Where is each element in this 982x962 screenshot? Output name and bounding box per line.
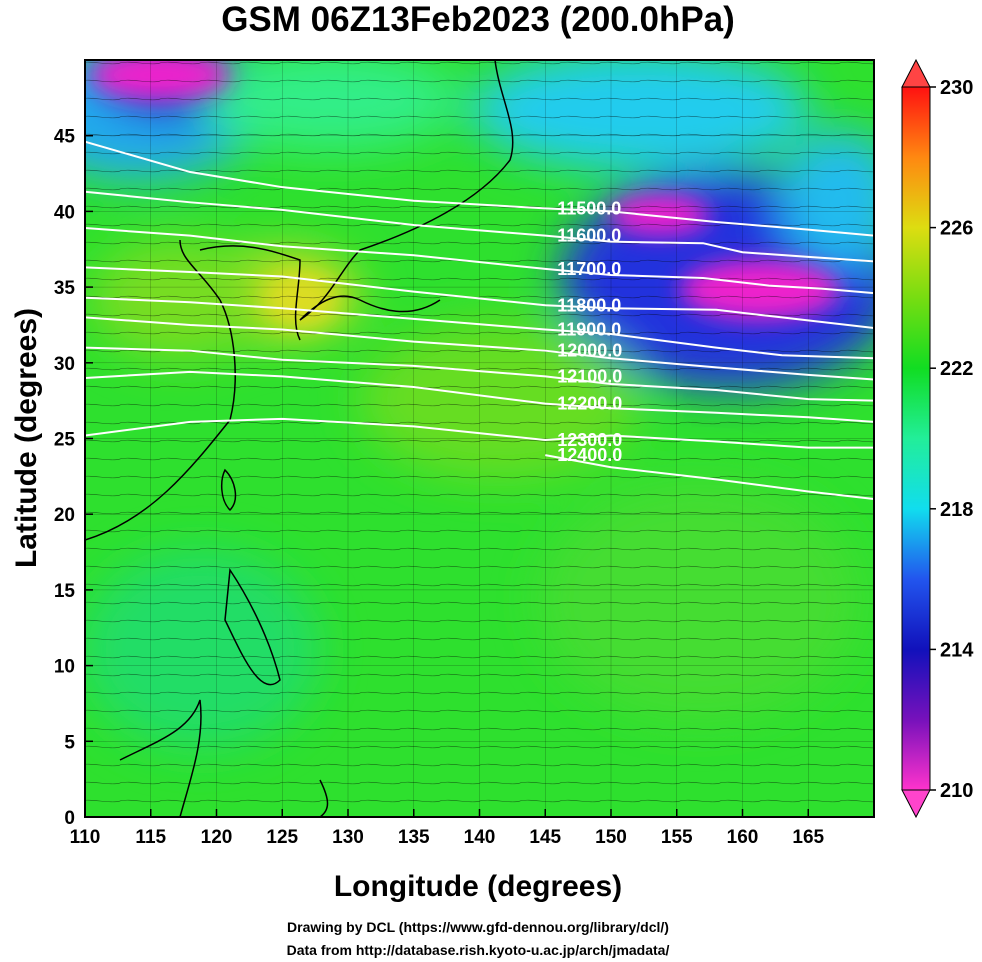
contour-line [85, 417, 874, 449]
x-tick-label: 165 [792, 827, 824, 848]
y-axis-ticks: 0 5 10 15 20 25 30 35 40 45 [54, 127, 93, 829]
credit-line-1: Drawing by DCL (https://www.gfd-dennou.o… [287, 919, 669, 935]
y-tick-label: 30 [54, 354, 75, 375]
colorbar-scale [901, 86, 931, 791]
x-tick-label: 135 [398, 827, 430, 848]
coastline [85, 60, 514, 817]
colorbar-label: 230 [940, 77, 973, 99]
y-tick-label: 25 [54, 430, 76, 451]
y-tick-label: 5 [64, 732, 75, 753]
contour-label: 11800.0 [557, 295, 621, 315]
temperature-field [85, 60, 874, 817]
graticule [85, 60, 874, 817]
map-plot: 11500.011600.011700.011800.011900.012000… [54, 59, 875, 848]
contour-line [85, 346, 874, 402]
colorbar-label: 210 [940, 780, 973, 802]
contour-label: 12000.0 [557, 341, 622, 361]
colorbar-over-arrow [901, 58, 931, 88]
newguinea-coast [319, 779, 329, 817]
contour-label: 11900.0 [557, 319, 621, 339]
contour-label: 11600.0 [557, 226, 621, 246]
korea-coast [199, 245, 301, 341]
contour-label: 12300.0 [557, 430, 622, 450]
y-tick-label: 10 [54, 657, 75, 678]
contour-label: 12100.0 [557, 366, 622, 386]
contour-line [85, 316, 874, 381]
contour-line [85, 140, 874, 237]
y-tick-label: 40 [54, 202, 75, 223]
china-coast [85, 239, 236, 541]
colorbar-label: 214 [940, 639, 974, 661]
x-tick-label: 130 [332, 827, 364, 848]
y-tick-label: 45 [54, 127, 76, 148]
x-axis-label: Longitude (degrees) [334, 870, 622, 903]
height-contours [85, 140, 874, 501]
x-tick-label: 125 [266, 827, 298, 848]
contour-label: 12200.0 [557, 394, 622, 414]
x-tick-label: 120 [201, 827, 233, 848]
japan-coast [299, 60, 514, 321]
contour-label: 11500.0 [557, 198, 621, 218]
colorbar-under-arrow [901, 789, 931, 819]
y-tick-label: 0 [64, 808, 75, 829]
contour-label: 11700.0 [557, 259, 621, 279]
contour-line [85, 296, 874, 360]
taiwan-coast [220, 468, 237, 512]
korea-japan-coast [299, 295, 441, 321]
y-tick-label: 20 [54, 505, 75, 526]
colorbar: 230 226 222 218 214 210 [901, 58, 974, 819]
x-axis-ticks: 110 115 120 125 130 135 140 145 150 155 160 165 [70, 809, 825, 848]
x-tick-label: 110 [70, 827, 101, 848]
x-tick-label: 145 [529, 827, 561, 848]
credit-line-2: Data from http://database.rish.kyoto-u.a… [287, 942, 670, 958]
contour-line [85, 370, 874, 423]
colorbar-label: 222 [940, 358, 973, 380]
x-tick-label: 155 [661, 827, 693, 848]
x-tick-label: 115 [135, 827, 166, 848]
contour-line [85, 190, 874, 263]
contour-line [85, 266, 874, 329]
y-axis-label: Latitude (degrees) [10, 308, 43, 568]
contour-labels: 11500.0 11600.0 11700.0 11800.0 11900.012000… [557, 198, 622, 465]
contour-line [545, 454, 874, 501]
colorbar-label: 226 [940, 218, 973, 240]
map-title: GSM 06Z13Feb2023 (200.0hPa) [221, 0, 735, 39]
x-tick-label: 150 [595, 827, 627, 848]
borneo-coast [119, 699, 202, 817]
colorbar-label: 218 [940, 499, 973, 521]
x-tick-label: 140 [464, 827, 496, 848]
y-tick-label: 15 [54, 581, 76, 602]
contour-line [85, 227, 874, 295]
contour-label: 12400.0 [557, 445, 622, 465]
y-tick-label: 35 [54, 278, 76, 299]
x-tick-label: 160 [727, 827, 759, 848]
philippines-coast [224, 567, 281, 686]
